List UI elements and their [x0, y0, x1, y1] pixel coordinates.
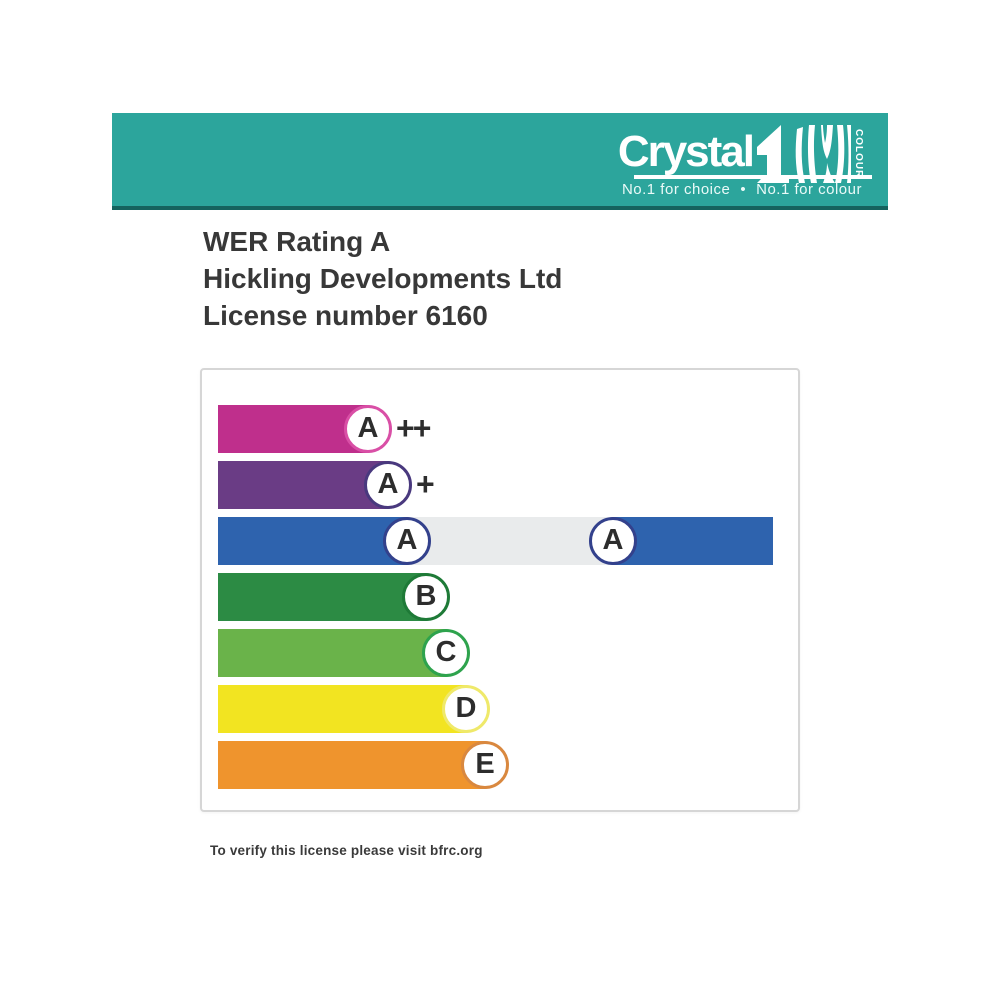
brand-wordmark: Crystal [617, 127, 755, 176]
logo-underline [633, 175, 872, 179]
rating-letter: A [377, 467, 399, 500]
rating-letter: D [455, 691, 477, 724]
rating-letter-circle: A [344, 405, 392, 453]
rating-row-E: E [218, 741, 778, 789]
tagline: No.1 for choice • No.1 for colour [622, 181, 862, 198]
rating-letter-circle: E [461, 741, 509, 789]
rating-letter-circle: B [402, 573, 450, 621]
verify-note: To verify this license please visit bfrc… [210, 843, 483, 858]
rating-row-B: B [218, 573, 778, 621]
rating-letter: A [396, 523, 418, 556]
rating-letter: C [435, 635, 457, 668]
logo-colour-text: COLOUR [853, 129, 864, 179]
tagline-right: No.1 for colour [756, 181, 862, 198]
license-number-line: License number 6160 [203, 300, 488, 331]
rating-row-A+: A + [218, 461, 778, 509]
rating-suffix: ++ [396, 410, 431, 446]
rating-row-D: D [218, 685, 778, 733]
crystal-logo: Crystal COLOUR [617, 123, 872, 185]
tagline-left: No.1 for choice [621, 181, 731, 198]
rating-row-A++: A ++ [218, 405, 778, 453]
rating-letter-circle: C [422, 629, 470, 677]
rating-letter-circle: A [383, 517, 431, 565]
tagline-dot: • [740, 181, 747, 198]
rating-suffix: + [416, 466, 435, 502]
rating-row-C: C [218, 629, 778, 677]
rated-band-indicator-circle: A [589, 517, 637, 565]
company-name-line: Hickling Developments Ltd [203, 263, 563, 294]
rated-band-letter: A [602, 523, 624, 556]
rating-letter-circle: A [364, 461, 412, 509]
rating-bar-E [218, 741, 507, 789]
title-block: WER Rating A Hickling Developments Ltd L… [203, 223, 562, 334]
rating-letter: E [475, 747, 495, 780]
rating-rows: A ++ A + A A B C D E [218, 370, 784, 810]
rating-chart: A ++ A + A A B C D E [200, 368, 800, 812]
wer-rating-line: WER Rating A [203, 226, 391, 257]
rating-letter-circle: D [442, 685, 490, 733]
logo-stripes-icon [795, 125, 851, 183]
rating-letter: B [415, 579, 437, 612]
rating-letter: A [357, 411, 379, 444]
header-band: Crystal COLOUR No.1 for choice • No.1 for … [112, 113, 888, 210]
